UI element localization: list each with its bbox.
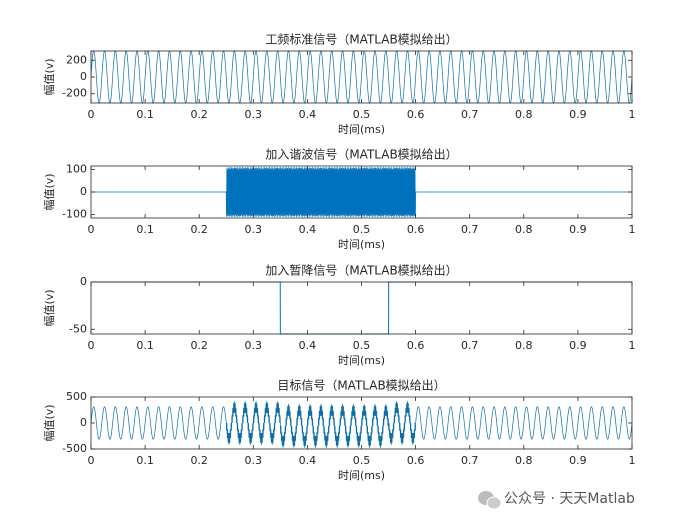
y-tick-label: 0	[80, 185, 87, 198]
x-tick-label: 0.9	[569, 108, 587, 121]
x-tick-label: 0.9	[569, 223, 587, 236]
x-tick-label: 0.1	[136, 454, 154, 467]
x-tick-label: 1	[629, 108, 636, 121]
x-tick-label: 0.5	[353, 108, 371, 121]
x-tick-label: 0.3	[245, 108, 263, 121]
y-axis-label: 幅值(v)	[43, 58, 56, 95]
x-tick-label: 0.1	[136, 339, 154, 352]
wechat-icon	[478, 491, 502, 510]
x-tick-label: 0.2	[190, 454, 208, 467]
x-tick-label: 0.7	[461, 223, 479, 236]
watermark: 公众号 · 天天Matlab	[504, 491, 635, 507]
subplot-title: 目标信号（MATLAB模拟给出）	[277, 379, 445, 393]
x-tick-label: 0.1	[136, 108, 154, 121]
x-tick-label: 1	[629, 454, 636, 467]
x-tick-label: 0.1	[136, 223, 154, 236]
x-tick-label: 0.7	[461, 339, 479, 352]
x-tick-label: 0.8	[515, 339, 533, 352]
x-tick-label: 0.5	[353, 454, 371, 467]
x-axis-label: 时间(ms)	[338, 469, 385, 482]
x-tick-label: 0.4	[299, 108, 317, 121]
x-tick-label: 1	[629, 223, 636, 236]
x-tick-label: 0.7	[461, 454, 479, 467]
signal-line	[91, 167, 632, 217]
x-tick-label: 0.3	[245, 339, 263, 352]
y-tick-label: 100	[66, 162, 87, 175]
y-axis-label: 幅值(v)	[43, 289, 56, 326]
x-tick-label: 0.4	[299, 223, 317, 236]
subplot: 0 0.1 0.2 0.3 0.4 0.5 0.6 0.7 0.8 0.9 1-5000500目标信…	[43, 379, 636, 483]
subplot: 0 0.1 0.2 0.3 0.4 0.5 0.6 0.7 0.8 0.9 1-500加入暂降信号（…	[43, 264, 636, 368]
x-tick-label: 0.9	[569, 339, 587, 352]
x-tick-label: 0.3	[245, 223, 263, 236]
x-tick-label: 0.2	[190, 339, 208, 352]
y-tick-label: -200	[62, 87, 87, 100]
y-tick-label: 0	[80, 416, 87, 429]
x-tick-label: 0	[88, 454, 95, 467]
x-tick-label: 0.3	[245, 454, 263, 467]
x-tick-label: 0.2	[190, 223, 208, 236]
y-tick-label: -100	[62, 208, 87, 221]
y-tick-label: 200	[66, 53, 87, 66]
y-tick-label: -500	[62, 442, 87, 455]
x-axis-label: 时间(ms)	[338, 123, 385, 136]
x-tick-label: 0.6	[407, 108, 425, 121]
x-tick-label: 0.5	[353, 223, 371, 236]
x-axis-label: 时间(ms)	[338, 354, 385, 367]
x-tick-label: 0.6	[407, 223, 425, 236]
x-tick-label: 0.4	[299, 339, 317, 352]
x-tick-label: 0.4	[299, 454, 317, 467]
x-tick-label: 0	[88, 223, 95, 236]
x-tick-label: 0.6	[407, 339, 425, 352]
x-tick-label: 0.8	[515, 223, 533, 236]
subplot: 0 0.1 0.2 0.3 0.4 0.5 0.6 0.7 0.8 0.9 1-1000100加入谐…	[43, 148, 636, 252]
subplot-title: 加入谐波信号（MATLAB模拟给出）	[265, 148, 457, 162]
subplot-title: 工频标准信号（MATLAB模拟给出）	[265, 33, 457, 47]
subplot: 0 0.1 0.2 0.3 0.4 0.5 0.6 0.7 0.8 0.9 1-2000200工频标…	[43, 33, 636, 137]
y-tick-label: 0	[80, 70, 87, 83]
signal-line	[91, 401, 632, 448]
x-tick-label: 0.6	[407, 454, 425, 467]
signal-line	[91, 50, 632, 104]
x-tick-label: 0.7	[461, 108, 479, 121]
y-axis-label: 幅值(v)	[43, 404, 56, 441]
x-tick-label: 0.2	[190, 108, 208, 121]
y-tick-label: -50	[69, 322, 87, 335]
x-tick-label: 1	[629, 339, 636, 352]
x-tick-label: 0.9	[569, 454, 587, 467]
x-tick-label: 0.5	[353, 339, 371, 352]
x-tick-label: 0	[88, 339, 95, 352]
plot-area	[91, 282, 632, 334]
x-tick-label: 0.8	[515, 108, 533, 121]
x-tick-label: 0.8	[515, 454, 533, 467]
y-axis-label: 幅值(v)	[43, 173, 56, 210]
y-tick-label: 0	[80, 275, 87, 288]
x-tick-label: 0	[88, 108, 95, 121]
x-axis-label: 时间(ms)	[338, 238, 385, 251]
subplot-title: 加入暂降信号（MATLAB模拟给出）	[265, 264, 457, 278]
y-tick-label: 500	[66, 390, 87, 403]
